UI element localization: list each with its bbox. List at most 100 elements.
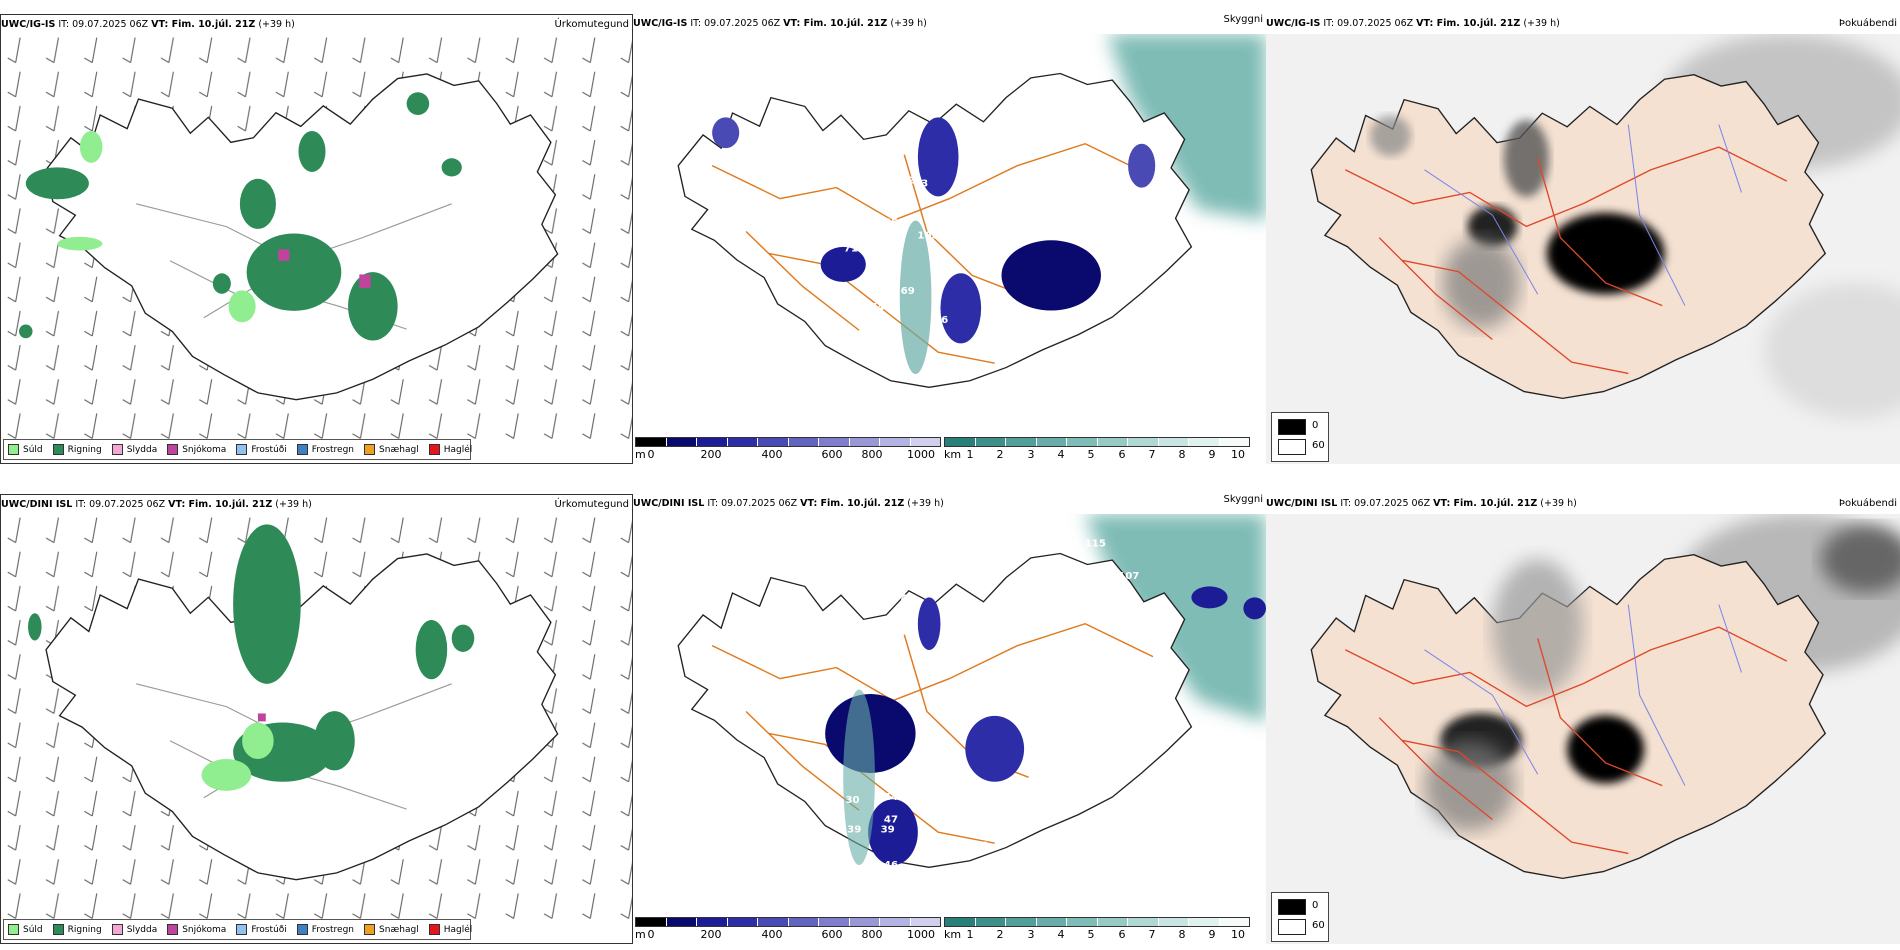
legend-item: Frostúði — [236, 924, 287, 935]
colorbar-tick: 800 — [861, 448, 883, 461]
precip-panel-bottom: UWC/DINI ISL IT: 09.07.2025 06Z VT: Fim.… — [0, 494, 633, 944]
low-cloud-areas — [712, 117, 1156, 375]
legend-swatch — [296, 444, 308, 455]
init-time: IT: 09.07.2025 06Z — [707, 498, 798, 509]
colorbar-tick: 6 — [1118, 928, 1126, 941]
cloud-base-label: 47 — [881, 192, 895, 203]
cloud-base-label: 30 — [845, 795, 859, 806]
cloud-base-label: 60 — [867, 120, 881, 131]
legend-swatch — [236, 924, 248, 935]
colorbar-unit: km — [944, 928, 962, 941]
colorbar-unit: km — [944, 448, 962, 461]
fog-panel-bottom: UWC/DINI ISL IT: 09.07.2025 06Z VT: Fim.… — [1266, 494, 1900, 944]
precip-map — [1, 513, 632, 923]
lead-time: (+39 h) — [890, 18, 927, 29]
cloud-base-label: 66 — [840, 328, 854, 339]
cloud-base-label: 55 — [884, 218, 898, 229]
legend-swatch — [52, 924, 64, 935]
legend-item: Frostúði — [236, 444, 287, 455]
panel-title: Skyggni — [1223, 14, 1263, 25]
colorbar-strip — [944, 437, 1250, 447]
colorbar-tick: 10 — [1231, 448, 1245, 461]
legend-item: Rigning — [52, 444, 102, 455]
colorbar-tick: 6 — [1118, 448, 1126, 461]
panel-header: UWC/DINI ISL IT: 09.07.2025 06Z VT: Fim.… — [1, 495, 632, 515]
sleet-snow-spot — [359, 274, 371, 289]
colorbar-tick: 1 — [966, 928, 974, 941]
fog-legend-label: 60 — [1312, 920, 1325, 931]
cloud-base-label: 71 — [844, 244, 858, 255]
cloud-base-label: 69 — [901, 286, 915, 297]
low-cloud-areas — [825, 586, 1266, 866]
fog-swatch — [1278, 899, 1306, 915]
lead-time: (+39 h) — [275, 499, 312, 510]
colorbar-tick: 2 — [996, 448, 1004, 461]
init-time: IT: 09.07.2025 06Z — [690, 18, 781, 29]
height-colorbar: m 0 200 400 600 800 1000 — [635, 917, 941, 944]
legend-swatch — [111, 924, 123, 935]
cloud-base-label: 72 — [867, 286, 881, 297]
colorbar-unit: m — [635, 448, 646, 461]
model-name: UWC/DINI ISL — [633, 498, 705, 509]
precip-legend: Súld Rigning Slydda Snjókoma Frostúði Fr… — [3, 919, 472, 940]
colorbar-strip — [635, 917, 941, 927]
panel-header: UWC/IG-IS IT: 09.07.2025 06Z VT: Fim. 10… — [1266, 14, 1900, 34]
legend-swatch — [8, 444, 19, 455]
colorbar-tick: 8 — [1178, 448, 1186, 461]
colorbar-tick: 2 — [996, 928, 1004, 941]
panel-title: Úrkomutegund — [554, 19, 629, 30]
valid-time: VT: Fim. 10.júl. 21Z — [1416, 18, 1521, 29]
fog-legend: 0 60 — [1271, 412, 1329, 462]
init-time: IT: 09.07.2025 06Z — [1323, 18, 1414, 29]
legend-item: Frostregn — [296, 924, 354, 935]
cloud-base-label: 61 — [984, 808, 998, 819]
model-name: UWC/DINI ISL — [1266, 498, 1338, 509]
legend-item: Slydda — [111, 924, 157, 935]
colorbar-tick: 7 — [1148, 928, 1156, 941]
init-time: IT: 09.07.2025 06Z — [58, 19, 149, 30]
legend-item: Rigning — [52, 924, 102, 935]
lead-time: (+39 h) — [907, 498, 944, 509]
cloud-base-label: 39 — [881, 824, 895, 835]
fog-swatch — [1278, 919, 1306, 935]
legend-item: Haglél — [428, 444, 472, 455]
visibility-panel-top: UWC/IG-IS IT: 09.07.2025 06Z VT: Fim. 10… — [633, 14, 1266, 464]
visibility-colorbar: km 1 2 3 4 5 6 7 8 9 10 — [944, 917, 1250, 944]
colorbar-tick: 800 — [861, 928, 883, 941]
visibility-colorbar: km 1 2 3 4 5 6 7 8 9 10 — [944, 437, 1250, 464]
cloud-base-label: 56 — [861, 166, 875, 177]
colorbar-tick: 5 — [1087, 448, 1095, 461]
legend-swatch — [364, 444, 376, 455]
cloud-base-label: 27 — [976, 253, 990, 264]
legend-item: Snæhagl — [364, 444, 419, 455]
cloud-base-label: 63 — [914, 179, 928, 190]
cloud-base-label: 35 — [876, 331, 890, 342]
model-name: UWC/IG-IS — [633, 18, 688, 29]
legend-swatch — [428, 444, 440, 455]
colorbar-tick: 5 — [1087, 928, 1095, 941]
fog-map — [1266, 514, 1900, 944]
cloud-base-label: 58 — [1011, 120, 1025, 131]
colorbar-tick: 9 — [1208, 448, 1216, 461]
panel-title: Þokuábendi — [1838, 18, 1897, 29]
fog-legend: 0 60 — [1271, 892, 1329, 942]
colorbar-tick: 0 — [647, 448, 655, 461]
legend-item: Frostregn — [296, 444, 354, 455]
height-colorbar: m 0 200 400 600 800 1000 — [635, 437, 941, 464]
panel-title: Úrkomutegund — [554, 499, 629, 510]
colorbar-tick: 10 — [1231, 928, 1245, 941]
fog-map — [1266, 34, 1900, 464]
panel-title: Þokuábendi — [1838, 498, 1897, 509]
precip-map — [1, 33, 632, 443]
colorbar-tick: 200 — [700, 448, 722, 461]
legend-item: Slydda — [111, 444, 157, 455]
cloud-base-label: 12 — [901, 176, 915, 187]
model-name: UWC/IG-IS — [1, 19, 56, 30]
valid-time: VT: Fim. 10.júl. 21Z — [800, 498, 905, 509]
cloud-base-label: 105 — [917, 231, 938, 242]
precip-panel-top: UWC/IG-IS IT: 09.07.2025 06Z VT: Fim. 10… — [0, 14, 633, 464]
cloud-base-label: 43 — [847, 214, 861, 225]
cloud-base-label: 54 — [871, 302, 885, 313]
model-name: UWC/IG-IS — [1266, 18, 1321, 29]
cloud-base-label: 51 — [881, 143, 895, 154]
